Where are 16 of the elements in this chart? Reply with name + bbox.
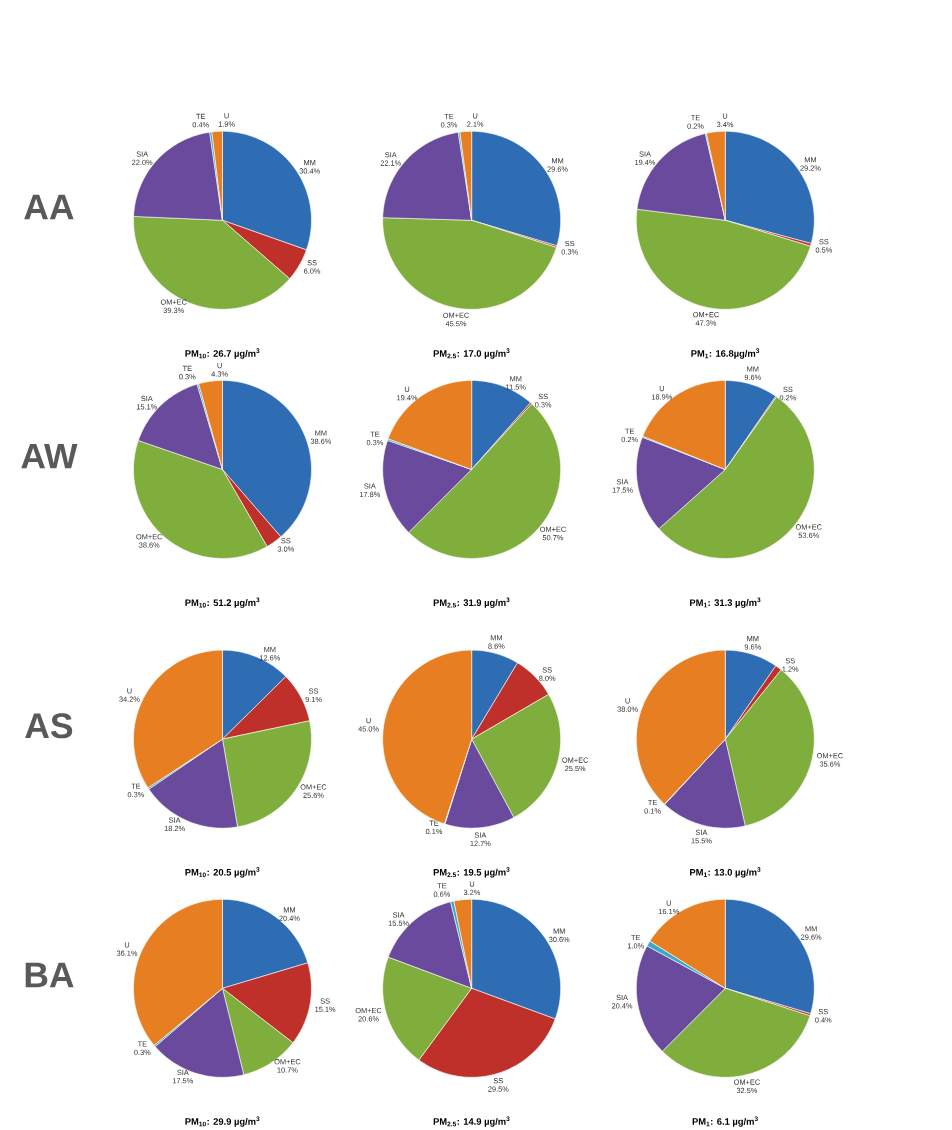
text: PM$_{10}$: 26.7 µg/m$^{3}$ (185, 348, 260, 359)
text: PM$_{1}$: 6.1 µg/m$^{3}$ (692, 1116, 758, 1127)
text: PM$_{1}$: 31.3 µg/m$^{3}$ (689, 597, 761, 608)
text: PM$_{2.5}$: 14.9 µg/m$^{3}$ (433, 1116, 510, 1127)
text: PM$_{2.5}$: 31.9 µg/m$^{3}$ (433, 597, 510, 608)
text: AS (25, 713, 73, 739)
text: AA (24, 194, 74, 220)
text: BA (25, 962, 74, 988)
text: PM$_{10}$: 20.5 µg/m$^{3}$ (185, 867, 260, 878)
text: PM$_{10}$: 29.9 µg/m$^{3}$ (185, 1116, 260, 1127)
text: PM$_{1}$: 13.0 µg/m$^{3}$ (689, 867, 761, 878)
text: AW (21, 443, 78, 469)
text: PM$_{1}$: 16.8µg/m$^{3}$ (691, 348, 760, 359)
text: PM$_{2.5}$: 19.5 µg/m$^{3}$ (433, 867, 510, 878)
text: PM$_{2.5}$: 17.0 µg/m$^{3}$ (433, 348, 510, 359)
text: PM$_{10}$: 51.2 µg/m$^{3}$ (185, 597, 260, 608)
